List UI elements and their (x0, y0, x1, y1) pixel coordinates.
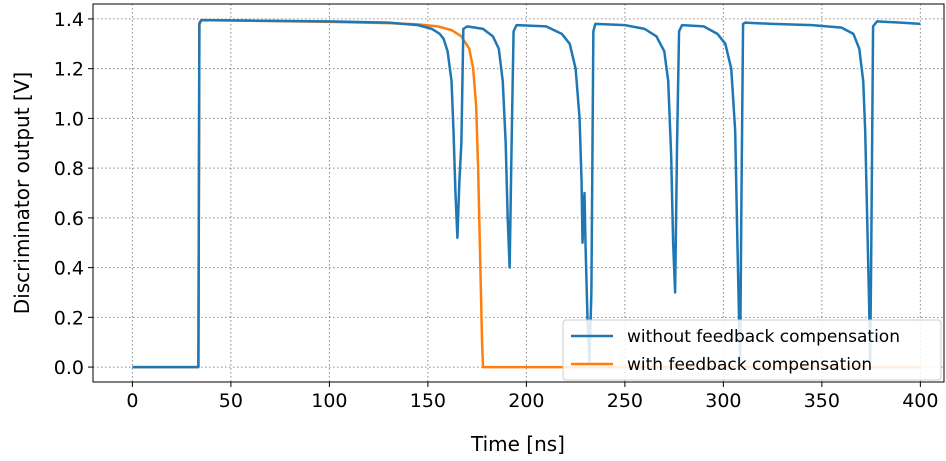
y-tick-label: 1.0 (54, 108, 84, 130)
y-tick-label: 1.2 (54, 59, 84, 81)
legend-box (562, 319, 942, 381)
x-tick-label: 250 (607, 390, 643, 412)
plot-frame (92, 3, 945, 383)
y-tick-label: 0.6 (54, 208, 84, 230)
y-axis-title: Discriminator output [V] (10, 72, 34, 314)
y-tick-label: 0.0 (54, 357, 84, 379)
x-tick-label: 0 (126, 390, 138, 412)
x-tick-label: 50 (219, 390, 243, 412)
y-tick-label: 0.2 (54, 307, 84, 329)
x-tick-label: 100 (311, 390, 347, 412)
x-tick-label: 400 (902, 390, 938, 412)
legend-label-without-compensation: without feedback compensation (627, 327, 900, 347)
x-axis-title: Time [ns] (470, 432, 565, 456)
x-tick-label: 300 (705, 390, 741, 412)
legend: without feedback compensation with feedb… (562, 319, 942, 381)
y-tick-label: 0.4 (54, 258, 84, 280)
x-tick-label: 200 (508, 390, 544, 412)
y-tick-label: 1.4 (54, 9, 84, 31)
x-tick-label: 150 (410, 390, 446, 412)
y-tick-label: 0.8 (54, 158, 84, 180)
x-tick-label: 350 (804, 390, 840, 412)
axis-ticks: 0 50 100 150 200 250 300 350 400 0.0 0.2 0.4 0.6 0.8 1… (54, 9, 939, 412)
legend-label-with-compensation: with feedback compensation (627, 355, 872, 375)
